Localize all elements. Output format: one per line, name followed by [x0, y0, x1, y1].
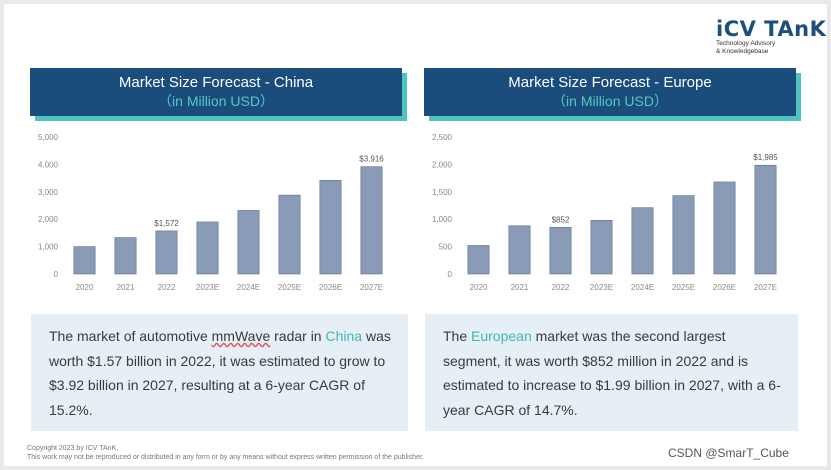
- europe-xtick-label: 2020: [470, 283, 488, 292]
- china-data-label: $1,572: [154, 219, 179, 228]
- europe-data-label: $1,985: [753, 153, 778, 162]
- europe-bar: [508, 225, 531, 275]
- china-bar: [278, 194, 301, 275]
- china-bar: [196, 221, 219, 275]
- china-bar: [114, 237, 137, 275]
- china-ytick-label: 5,000: [38, 133, 59, 142]
- europe-data-label: $852: [552, 215, 570, 224]
- europe-title-box: Market Size Forecast - Europe （in Millio…: [424, 68, 796, 116]
- europe-xtick-label: 2022: [552, 283, 570, 292]
- europe-bar: [754, 164, 777, 275]
- china-xtick-label: 2024E: [237, 283, 260, 292]
- europe-xtick-label: 2027E: [754, 283, 777, 292]
- logo-tagline-2: & Knowledgebase: [716, 48, 769, 55]
- china-xtick-label: 2026E: [319, 283, 342, 292]
- china-data-label: $3,916: [359, 155, 384, 164]
- china-title-block: Market Size Forecast - China （in Million…: [30, 68, 407, 121]
- europe-bar: [672, 195, 695, 275]
- china-ytick-label: 3,000: [38, 188, 59, 197]
- europe-summary-highlight: European: [471, 328, 532, 344]
- europe-ytick-label: 1,500: [432, 188, 453, 197]
- china-bar-chart: 0 1,000 2,000 3,000 4,000 5,000 2020 2021 2022 $1…: [38, 133, 384, 292]
- china-ytick-label: 2,000: [38, 215, 59, 224]
- china-chart-title: Market Size Forecast - China: [118, 74, 314, 91]
- china-summary-text-2: radar in: [270, 328, 326, 344]
- footer-copyright: Copyright 2023 by ICV TAnK.: [27, 445, 119, 452]
- europe-summary-text-1: The: [443, 328, 472, 344]
- china-summary-mmwave: mmWave: [211, 328, 271, 344]
- europe-ytick-label: 1,000: [432, 215, 453, 224]
- europe-xtick-label: 2023E: [590, 283, 613, 292]
- europe-bar: [590, 219, 613, 275]
- europe-chart-subtitle: （in Million USD）: [552, 93, 668, 109]
- china-summary-text-3: was worth $1.57 billion in 2022, it was …: [49, 328, 391, 418]
- europe-ytick-label: 2,500: [432, 133, 453, 142]
- china-xtick-label: 2020: [76, 283, 94, 292]
- europe-summary-text-2: market was the second largest segment, i…: [443, 328, 781, 418]
- china-summary: The market of automotive mmWave radar in…: [31, 314, 408, 431]
- china-bar: [319, 179, 342, 275]
- china-ytick-label: 0: [54, 270, 59, 279]
- china-bar: [360, 166, 383, 275]
- china-xtick-label: 2023E: [196, 283, 219, 292]
- china-xtick-label: 2022: [158, 283, 176, 292]
- china-title-box: Market Size Forecast - China （in Million…: [30, 68, 402, 116]
- europe-summary: The European market was the second large…: [425, 314, 798, 431]
- europe-xtick-label: 2026E: [713, 283, 736, 292]
- china-summary-text-1: The market of automotive: [49, 328, 212, 344]
- china-bar: [155, 230, 178, 275]
- europe-ytick-label: 500: [439, 243, 453, 252]
- logo-name: iCV TAnK: [716, 17, 827, 41]
- china-chart-subtitle: （in Million USD）: [158, 93, 274, 109]
- europe-xtick-label: 2024E: [631, 283, 654, 292]
- europe-bar: [713, 181, 736, 275]
- footer-disclaimer: This work may not be reproduced or distr…: [27, 454, 424, 461]
- europe-xtick-label: 2025E: [672, 283, 695, 292]
- china-summary-highlight: China: [325, 328, 363, 344]
- china-bar: [237, 210, 260, 275]
- china-bar: [73, 246, 96, 275]
- europe-chart-title: Market Size Forecast - Europe: [508, 74, 712, 91]
- europe-bar: [467, 245, 490, 275]
- china-xtick-label: 2021: [117, 283, 135, 292]
- watermark: CSDN @SmarT_Cube: [668, 446, 789, 460]
- europe-bar: [631, 207, 654, 275]
- china-ytick-label: 1,000: [38, 243, 59, 252]
- logo-tagline-1: Technology Advisory: [716, 40, 776, 47]
- logo: iCV TAnK Technology Advisory & Knowledge…: [716, 18, 826, 56]
- europe-bar: [549, 227, 572, 275]
- china-xtick-label: 2025E: [278, 283, 301, 292]
- europe-ytick-label: 2,000: [432, 160, 453, 169]
- europe-xtick-label: 2021: [511, 283, 529, 292]
- europe-ytick-label: 0: [448, 270, 453, 279]
- europe-bar-chart: 0 500 1,000 1,500 2,000 2,500 2020 2021 2022 $852…: [432, 133, 778, 292]
- europe-title-block: Market Size Forecast - Europe （in Millio…: [424, 68, 801, 121]
- china-xtick-label: 2027E: [360, 283, 383, 292]
- china-ytick-label: 4,000: [38, 160, 59, 169]
- footer: Copyright 2023 by ICV TAnK. This work ma…: [27, 444, 424, 462]
